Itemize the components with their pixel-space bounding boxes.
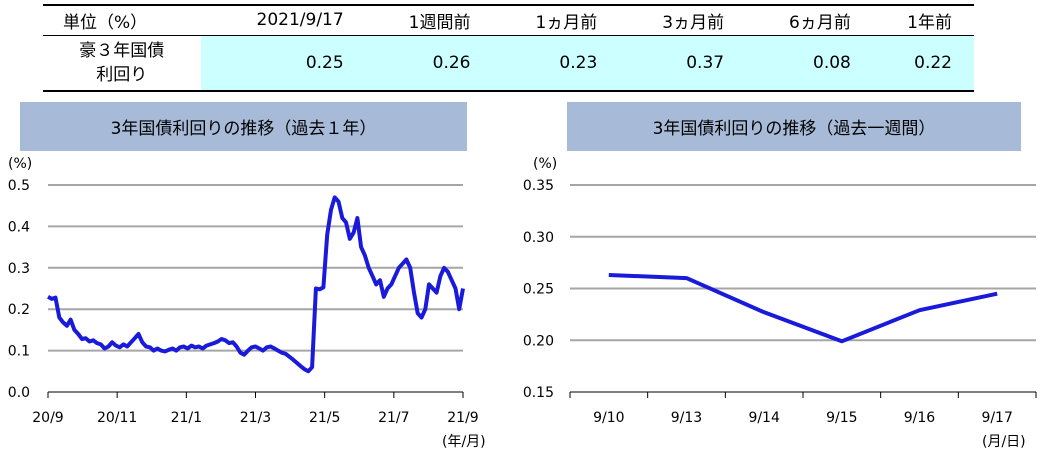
three-month-header: 3ヵ月前 bbox=[619, 4, 747, 36]
value-one-week: 0.26 bbox=[365, 35, 493, 92]
value-one-year: 0.22 bbox=[872, 35, 974, 92]
one-week-header: 1週間前 bbox=[365, 4, 493, 36]
left-y-tick-label: 0.1 bbox=[8, 344, 30, 360]
right-y-tick-label: 0.20 bbox=[523, 333, 554, 349]
table-header-row: 単位（%） 2021/9/17 1週間前 1ヵ月前 3ヵ月前 6ヵ月前 1年前 bbox=[43, 4, 974, 36]
left-y-tick-label: 0.5 bbox=[8, 178, 30, 194]
right-x-unit-label: (月/日) bbox=[982, 434, 1026, 450]
left-x-tick-label: 21/3 bbox=[240, 410, 271, 426]
right-y-tick-label: 0.30 bbox=[523, 230, 554, 246]
yield-summary-table: 単位（%） 2021/9/17 1週間前 1ヵ月前 3ヵ月前 6ヵ月前 1年前 … bbox=[43, 4, 974, 92]
left-x-tick-label: 21/5 bbox=[309, 410, 340, 426]
right-x-tick-label: 9/17 bbox=[981, 410, 1012, 426]
right-x-tick-label: 9/10 bbox=[593, 410, 624, 426]
left-x-unit-label: (年/月) bbox=[442, 434, 486, 450]
right-x-tick-label: 9/16 bbox=[904, 410, 936, 426]
left-x-tick-label: 20/9 bbox=[32, 410, 63, 426]
right-y-tick-label: 0.15 bbox=[523, 385, 554, 401]
left-x-tick-label: 21/9 bbox=[447, 410, 478, 426]
left-y-tick-label: 0.3 bbox=[8, 261, 30, 277]
right-x-tick-label: 9/15 bbox=[826, 410, 857, 426]
one-month-header: 1ヵ月前 bbox=[492, 4, 620, 36]
date-header: 2021/9/17 bbox=[200, 4, 366, 36]
value-one-month: 0.23 bbox=[492, 35, 620, 92]
row-label-line1: 豪３年国債 bbox=[79, 40, 165, 61]
row-label: 豪３年国債 利回り bbox=[43, 35, 201, 92]
right-y-tick-label: 0.35 bbox=[523, 178, 554, 194]
right-chart-title: 3年国債利回りの推移（過去一週間） bbox=[567, 102, 1021, 151]
right-x-tick-label: 9/13 bbox=[671, 410, 702, 426]
left-y-tick-label: 0.4 bbox=[8, 219, 30, 235]
right-y-tick-label: 0.25 bbox=[523, 282, 554, 298]
row-label-line2: 利回り bbox=[96, 64, 148, 85]
left-chart-title: 3年国債利回りの推移（過去１年） bbox=[20, 102, 467, 151]
unit-header: 単位（%） bbox=[43, 4, 201, 36]
left-x-tick-label: 21/1 bbox=[171, 410, 202, 426]
left-x-tick-label: 21/7 bbox=[378, 410, 409, 426]
left-x-tick-label: 20/11 bbox=[97, 410, 137, 426]
six-month-header: 6ヵ月前 bbox=[746, 4, 873, 36]
value-three-month: 0.37 bbox=[619, 35, 747, 92]
left-series-line bbox=[47, 195, 465, 374]
right-unit-label: (%) bbox=[533, 156, 557, 172]
table-row: 豪３年国債 利回り 0.25 0.26 0.23 0.37 0.08 0.22 bbox=[43, 35, 974, 92]
one-year-header: 1年前 bbox=[872, 4, 974, 36]
left-unit-label: (%) bbox=[8, 156, 32, 172]
left-y-tick-label: 0.2 bbox=[8, 302, 30, 318]
right-series-line bbox=[608, 273, 998, 344]
right-x-tick-label: 9/14 bbox=[748, 410, 780, 426]
left-y-tick-label: 0.0 bbox=[8, 385, 30, 401]
value-current: 0.25 bbox=[200, 35, 366, 92]
value-six-month: 0.08 bbox=[746, 35, 873, 92]
